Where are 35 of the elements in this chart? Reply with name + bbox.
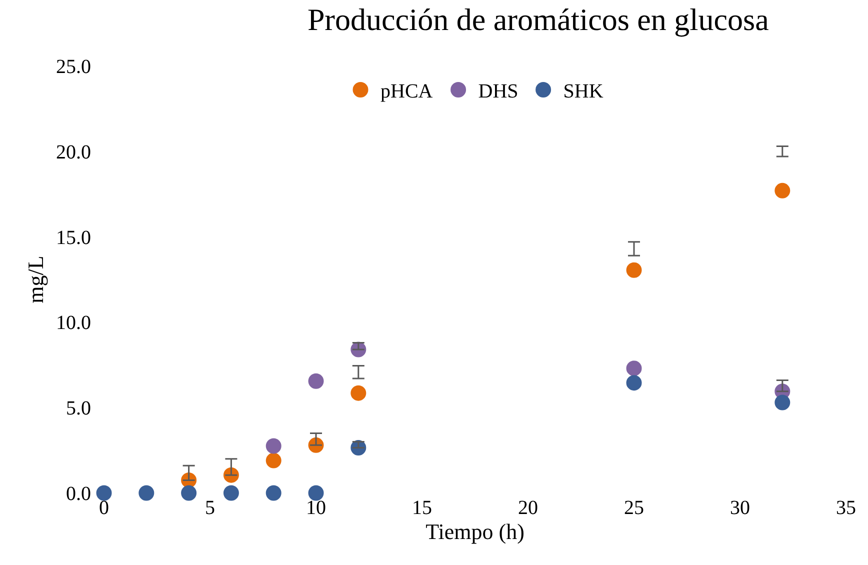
y-tick-label: 10.0 [56,312,91,334]
y-tick-label: 15.0 [56,226,91,249]
point [626,262,642,278]
point [181,485,197,501]
point [96,485,112,501]
y-tick-label: 0.0 [66,483,91,505]
x-tick-label: 5 [205,497,215,519]
point [138,485,154,501]
legend-label: DHS [478,80,518,103]
point [350,385,366,401]
point [266,452,282,468]
x-tick-label: 15 [412,497,432,519]
legend-label: pHCA [380,80,434,103]
point [774,394,790,410]
point [223,485,239,501]
point [266,438,282,454]
point [308,485,324,501]
legend-label: SHK [563,80,604,103]
point [308,373,324,389]
x-tick-label: 35 [836,497,856,519]
x-tick-label: 30 [730,497,750,519]
chart-title: Producción de aromáticos en glucosa [307,2,770,38]
x-tick-label: 20 [518,497,538,519]
y-tick-label: 25.0 [56,56,91,78]
y-tick-label: 5.0 [66,398,91,420]
y-tick-label: 20.0 [56,141,91,164]
point [774,182,790,198]
point [266,485,282,501]
x-tick-label: 10 [306,497,326,519]
point [626,375,642,391]
x-axis-title: Tiempo (h) [426,519,524,544]
x-tick-label: 0 [99,497,109,519]
x-tick-label: 25 [624,497,644,519]
y-axis-title: mg/L [22,256,48,304]
point [626,360,642,376]
